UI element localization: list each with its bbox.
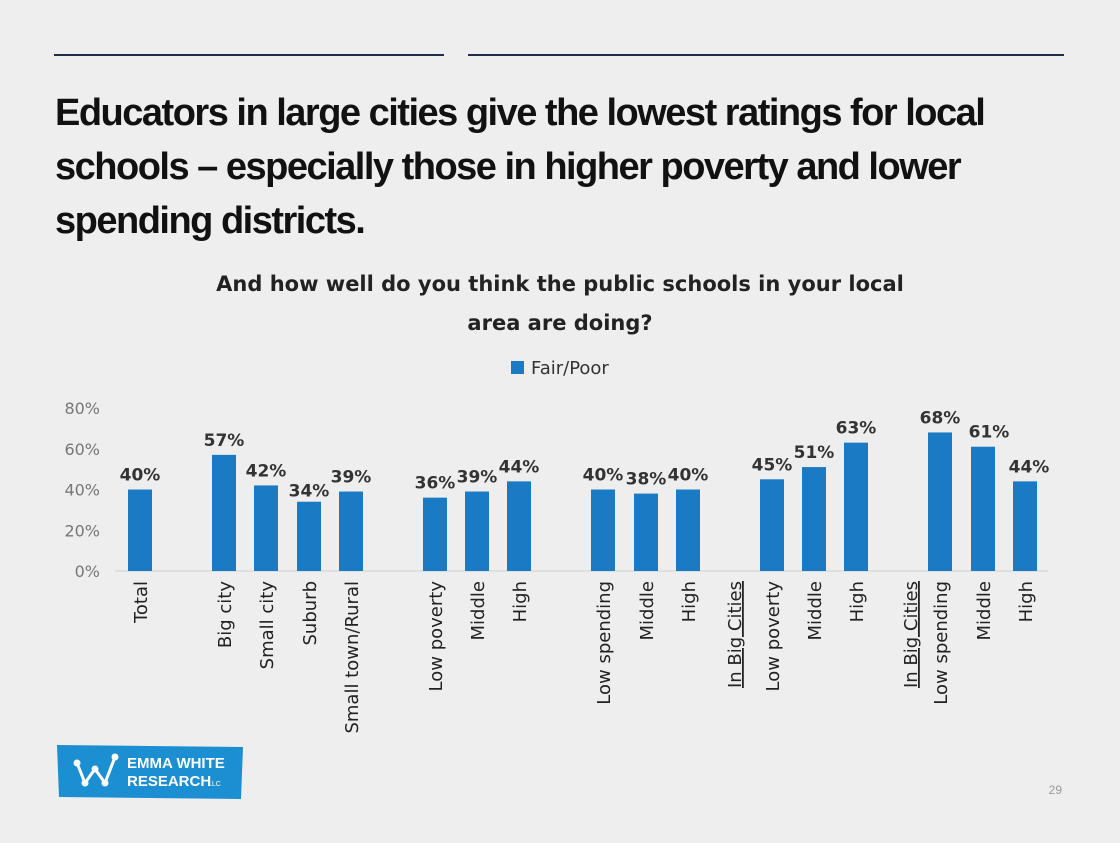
top-rule-left: [54, 54, 444, 56]
data-label: 68%: [920, 408, 961, 428]
category-labels: Total Big city Small city Suburb Small town/…: [131, 581, 1037, 734]
bar: [423, 497, 447, 571]
logo-line-1: EMMA WHITE: [127, 755, 225, 772]
data-label: 39%: [457, 468, 498, 488]
bar: [928, 432, 952, 571]
bar: [971, 446, 995, 571]
slide-title: Educators in large cities give the lowes…: [55, 92, 986, 242]
data-label: 57%: [204, 431, 245, 451]
category-label: Total: [131, 581, 152, 624]
chart-title-line-1: And how well do you think the public sch…: [216, 272, 904, 296]
y-tick-label: 80%: [64, 399, 100, 418]
group-label: In Big Cities: [901, 581, 922, 688]
data-label: 36%: [415, 474, 456, 494]
bar: [254, 485, 278, 571]
y-tick-label: 60%: [64, 440, 100, 459]
category-label: Middle: [974, 581, 995, 640]
data-label: 38%: [626, 470, 667, 490]
category-label: Small town/Rural: [342, 581, 363, 734]
category-label: Low spending: [594, 581, 615, 705]
category-label: Suburb: [300, 581, 321, 646]
bar: [844, 442, 868, 571]
data-label: 44%: [499, 457, 540, 477]
bar: [634, 493, 658, 571]
category-label: High: [1016, 581, 1037, 622]
bar: [507, 481, 531, 571]
page-number: 29: [1048, 783, 1062, 797]
company-logo: EMMA WHITE RESEARCH LLC: [55, 743, 245, 801]
bar: [339, 491, 363, 571]
category-label: High: [847, 581, 868, 622]
data-label: 42%: [246, 461, 287, 481]
category-label: Low poverty: [426, 581, 447, 692]
data-label: 40%: [668, 466, 709, 486]
bar: [128, 489, 152, 571]
data-label: 51%: [794, 443, 835, 463]
category-label: Middle: [805, 581, 826, 640]
category-label: Middle: [468, 581, 489, 640]
y-tick-label: 40%: [64, 481, 100, 500]
y-tick-label: 0%: [75, 562, 100, 581]
logo-suffix: LLC: [208, 781, 221, 788]
group-label: In Big Cities: [725, 581, 746, 688]
category-label: Low poverty: [763, 581, 784, 692]
data-label: 63%: [836, 419, 877, 439]
category-label: Big city: [215, 581, 236, 648]
chart-title-line-2: area are doing?: [467, 311, 652, 335]
category-label: High: [510, 581, 531, 622]
bar: [760, 479, 784, 571]
bar: [297, 501, 321, 571]
bar: [1013, 481, 1037, 571]
y-tick-label: 20%: [64, 521, 100, 540]
group-labels: In Big Cities In Big Cities: [725, 581, 922, 688]
category-label: High: [679, 581, 700, 622]
bars: [128, 432, 1037, 571]
data-label: 40%: [583, 466, 624, 486]
bar: [802, 467, 826, 571]
value-labels: 40%57%42%34%39% 36% 39%44% 40% 38% 40%45%51%6…: [120, 408, 1050, 501]
top-rule-right: [468, 54, 1064, 56]
category-label: Low spending: [931, 581, 952, 705]
y-axis: 0% 20% 40% 60% 80%: [64, 399, 100, 581]
data-label: 40%: [120, 466, 161, 486]
bar: [212, 454, 236, 571]
bar: [676, 489, 700, 571]
logo-line-2: RESEARCH: [127, 773, 211, 790]
data-label: 61%: [969, 423, 1010, 443]
data-label: 39%: [331, 468, 372, 488]
data-label: 45%: [752, 455, 793, 475]
category-label: Middle: [637, 581, 658, 640]
legend-label: Fair/Poor: [531, 358, 609, 379]
data-label: 34%: [289, 482, 330, 502]
bar: [465, 491, 489, 571]
category-label: Small city: [257, 581, 278, 670]
data-label: 44%: [1009, 457, 1050, 477]
bar: [591, 489, 615, 571]
legend-swatch: [511, 361, 524, 374]
